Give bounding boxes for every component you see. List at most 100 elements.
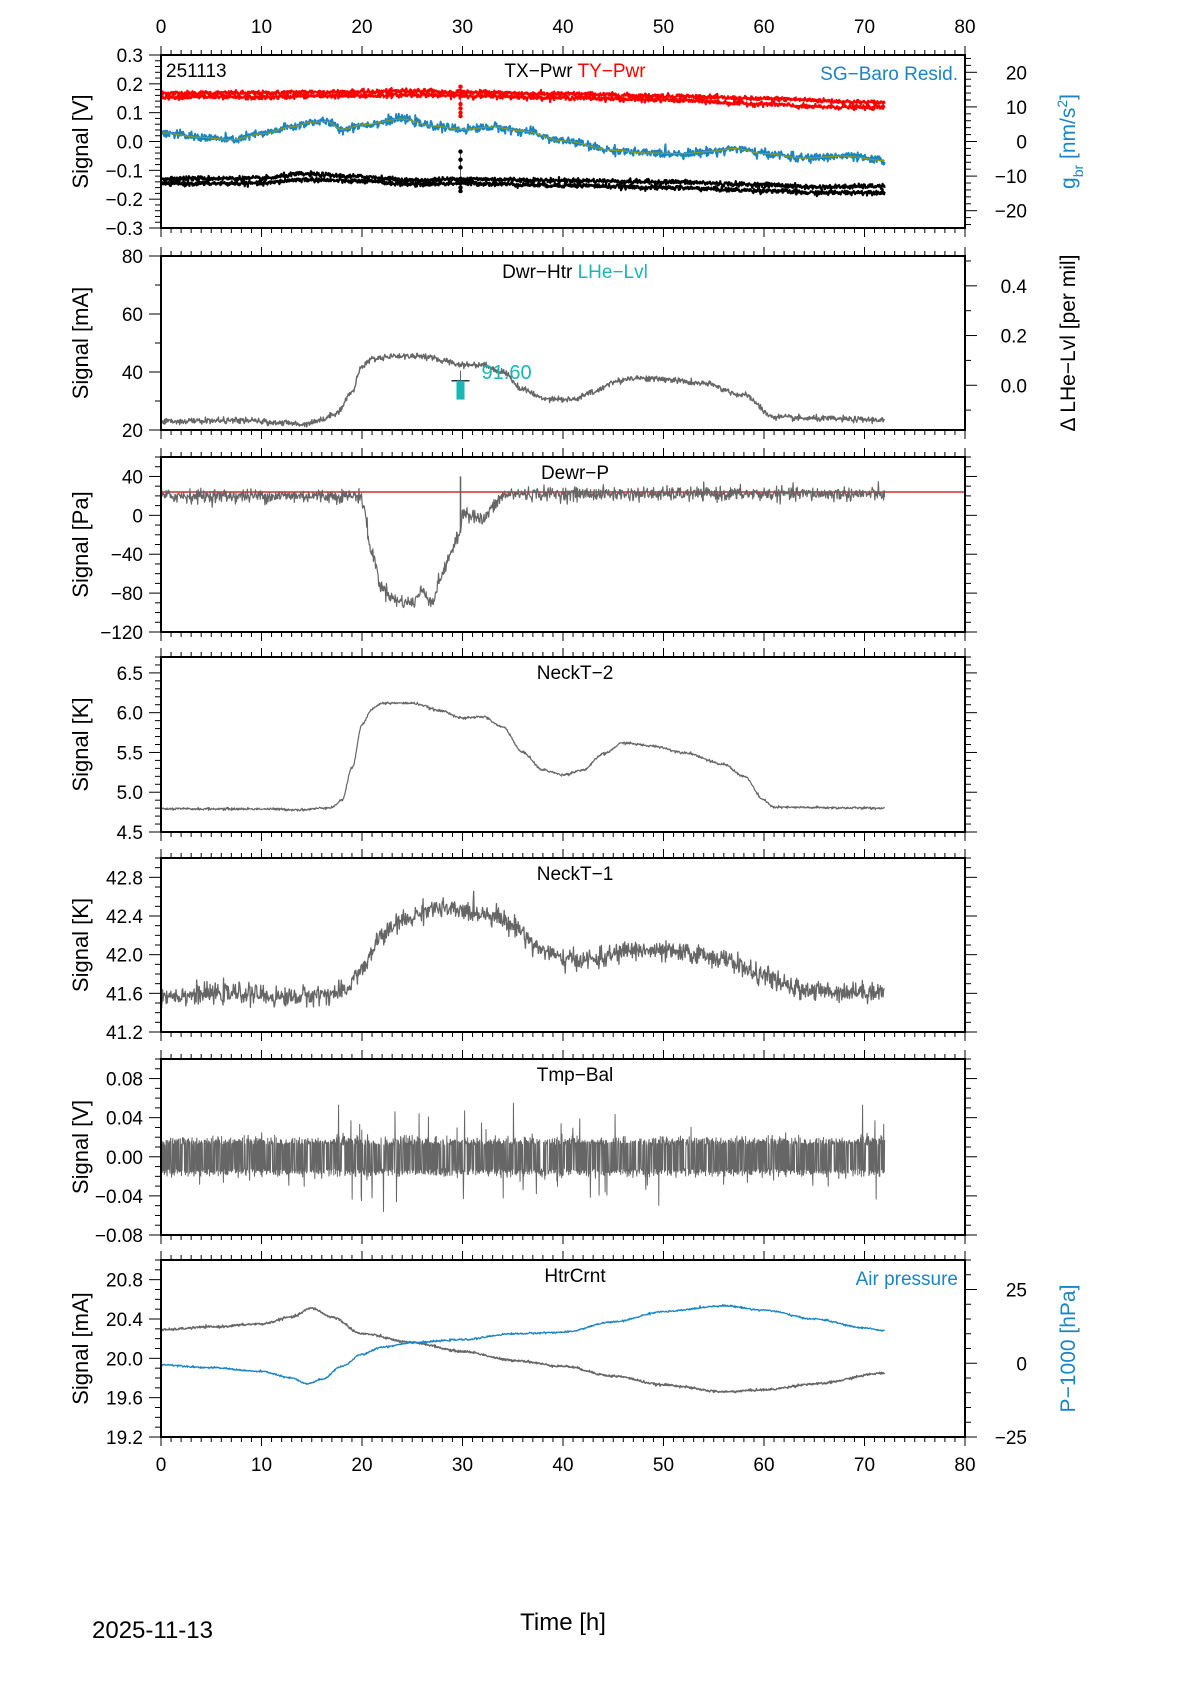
panel-frame <box>160 857 966 1033</box>
x-axis-label: Time [h] <box>520 1609 606 1636</box>
panel-frame <box>160 656 966 833</box>
panel-title-part: LHe−Lvl <box>572 262 648 283</box>
y-tick-label: −0.2 <box>105 190 143 211</box>
y-axis-label: Signal [V] <box>68 94 93 188</box>
date-label: 2025-11-13 <box>92 1617 213 1644</box>
y-axis-label: Signal [K] <box>68 898 93 992</box>
panel-frame <box>160 255 966 431</box>
y2-axis-label-part: [nm/s <box>1057 108 1080 165</box>
panel-title-part: TY−Pwr <box>573 61 647 82</box>
panel-title-part: Dwr−Htr <box>502 262 573 283</box>
panel-title-part: Tmp−Bal <box>537 1065 614 1086</box>
y-tick-label: 40 <box>122 467 143 488</box>
panel-frame <box>160 54 966 229</box>
y-tick-label: 19.2 <box>106 1428 143 1449</box>
y-tick-label: 42.0 <box>106 946 143 967</box>
y2-tick-label: −20 <box>995 202 1027 223</box>
x-tick-label-top: 70 <box>854 17 875 38</box>
y-axis-label: Signal [mA] <box>68 1292 93 1405</box>
x-tick-label-top: 50 <box>653 17 674 38</box>
y2-axis-label-part: br <box>1070 165 1086 178</box>
y2-axis-label: gbr [nm/s2] <box>1054 94 1086 189</box>
y2-axis-label-part: ] <box>1057 94 1080 100</box>
y-tick-label: 5.0 <box>117 783 143 804</box>
y-tick-label: 5.5 <box>117 743 143 764</box>
y-axis-label: Signal [Pa] <box>68 491 93 597</box>
y2-axis-label: P−1000 [hPa] <box>1057 1285 1080 1413</box>
series-line <box>161 701 886 812</box>
y-tick-label: 0.00 <box>106 1148 143 1169</box>
legend-label: SG−Baro Resid. <box>820 64 958 85</box>
series-line <box>161 481 886 609</box>
y-tick-label: 19.6 <box>106 1389 143 1410</box>
series-line <box>161 352 886 428</box>
y-tick-label: −0.08 <box>95 1226 143 1247</box>
y-tick-label: 0.08 <box>106 1070 143 1091</box>
x-tick-label-bottom: 20 <box>351 1455 372 1476</box>
x-tick-label-bottom: 10 <box>251 1455 272 1476</box>
panel-title: Dwr−Htr LHe−Lvl <box>502 262 648 283</box>
panel-title-part: TX−Pwr <box>504 61 573 82</box>
y-tick-label: 80 <box>122 247 143 268</box>
plot-area <box>161 1102 886 1212</box>
plot-area <box>161 701 886 812</box>
series-line <box>161 170 886 191</box>
y-tick-label: 40 <box>122 363 143 384</box>
series-line <box>161 1102 886 1212</box>
panel-dewar-pressure: −120 −80 −40 0 40 Signal [Pa] Dewr−P <box>68 448 977 644</box>
x-tick-label-top: 0 <box>156 17 167 38</box>
panel-heater-current: 19.2 19.6 20.0 20.4 20.8 −25 0 25 P−1000 [hPa] Si… <box>68 1251 1080 1449</box>
panel-title-part: Dewr−P <box>541 463 609 484</box>
y-axis-label: Signal [mA] <box>68 287 93 400</box>
x-tick-label-top: 60 <box>753 17 774 38</box>
series-line <box>161 1306 886 1394</box>
y-tick-label: 41.2 <box>106 1023 143 1044</box>
plot-area <box>161 890 885 1010</box>
y-tick-label: −0.1 <box>105 161 143 182</box>
panel-title-part: NeckT−1 <box>537 864 614 885</box>
y-tick-label: 0.0 <box>117 133 143 154</box>
panel-neck-temp-1: 41.2 41.6 42.0 42.4 42.8 Signal [K] NeckT−1 <box>68 849 977 1044</box>
plot-area <box>161 84 886 198</box>
y2-tick-label: 0.4 <box>1001 277 1028 298</box>
x-tick-label-top: 40 <box>552 17 573 38</box>
panel-temp-balance: −0.08 −0.04 0.00 0.04 0.08 Signal [V] Tmp−Bal <box>68 1050 977 1247</box>
y2-axis-label: Δ LHe−Lvl [per mil] <box>1057 255 1080 432</box>
series-line <box>161 175 886 198</box>
x-tick-label-bottom: 60 <box>753 1455 774 1476</box>
y-tick-label: −80 <box>111 584 143 605</box>
y2-tick-label: 0.2 <box>1001 327 1027 348</box>
panel-title: HtrCrnt <box>544 1266 606 1287</box>
x-tick-label-bottom: 50 <box>653 1455 674 1476</box>
lhe-level-marker <box>456 380 465 400</box>
y-tick-label: 0.3 <box>117 46 143 67</box>
y2-tick-label: 0 <box>1016 1354 1027 1375</box>
x-tick-label-top: 80 <box>954 17 975 38</box>
x-tick-label-bottom: 80 <box>954 1455 975 1476</box>
y-tick-label: 20 <box>122 421 143 442</box>
y-tick-label: 6.5 <box>117 664 143 685</box>
lhe-level-annotation: 91.60 <box>482 362 532 384</box>
y2-tick-label: 25 <box>1006 1281 1027 1302</box>
x-tick-label-bottom: 30 <box>452 1455 473 1476</box>
y-tick-label: 4.5 <box>117 823 143 844</box>
y-tick-label: 42.4 <box>106 907 143 928</box>
series-line <box>161 91 886 112</box>
panel-title-part: NeckT−2 <box>537 663 614 684</box>
station-code-label: 251113 <box>166 61 227 82</box>
y-tick-label: 20.0 <box>106 1349 143 1370</box>
y2-axis-label-part: g <box>1057 177 1080 189</box>
panel-frame <box>160 1259 966 1438</box>
y-axis-label: Signal [V] <box>68 1100 93 1194</box>
y2-tick-label: 10 <box>1006 98 1027 119</box>
y-tick-label: 0 <box>132 506 143 527</box>
series-line <box>161 86 886 107</box>
y-tick-label: 20.8 <box>106 1271 143 1292</box>
y-tick-label: 41.6 <box>106 984 143 1005</box>
panel-title-part: HtrCrnt <box>544 1266 606 1287</box>
legend-label: Air pressure <box>856 1269 958 1290</box>
y-tick-label: −120 <box>100 623 143 644</box>
y-tick-label: 6.0 <box>117 704 143 725</box>
x-tick-label-bottom: 40 <box>552 1455 573 1476</box>
